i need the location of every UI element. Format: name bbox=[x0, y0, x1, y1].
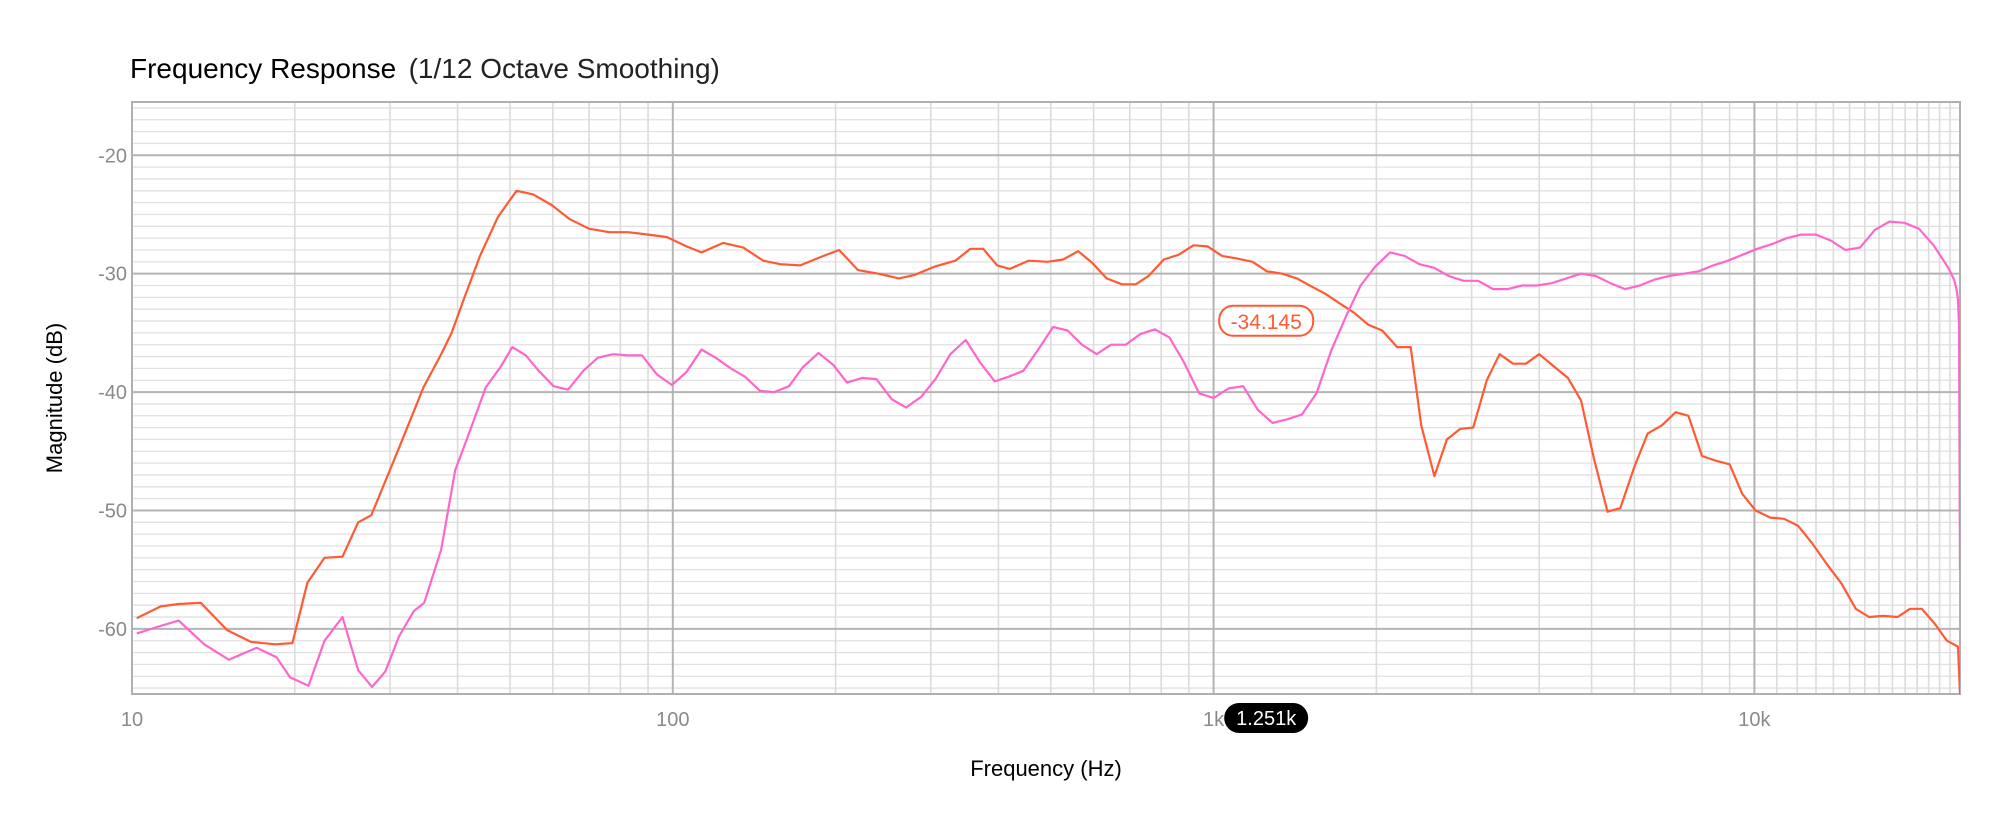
chart-title: Frequency Response bbox=[130, 53, 396, 84]
x-axis-label: Frequency (Hz) bbox=[970, 756, 1122, 781]
series-line bbox=[136, 220, 1960, 688]
series-line bbox=[136, 189, 1960, 694]
y-tick-label: -20 bbox=[98, 145, 127, 167]
x-tick-labels: 10 100 1k 10k bbox=[121, 709, 1772, 731]
cursor-value-tooltip bbox=[1218, 304, 1315, 337]
x-tick-label: 10k bbox=[1738, 709, 1771, 731]
cursor-frequency-label: 1.251k bbox=[1236, 708, 1297, 730]
y-tick-label: -40 bbox=[98, 382, 127, 404]
y-tick-label: -30 bbox=[98, 264, 127, 286]
chart-title-line: Frequency Response (1/12 Octave Smoothin… bbox=[130, 53, 720, 84]
x-tick-label: 1k bbox=[1203, 709, 1225, 731]
major-grid bbox=[131, 102, 1960, 694]
y-tick-label: -50 bbox=[98, 500, 127, 522]
y-tick-label: -60 bbox=[98, 619, 127, 641]
cursor-frequency-pill bbox=[1224, 703, 1309, 733]
x-tick-label: 10 bbox=[121, 709, 143, 731]
y-tick-labels: -20 -30 -40 -50 -60 bbox=[98, 145, 127, 641]
cursor-readout[interactable]: 1.251k -34.145 bbox=[1218, 304, 1315, 733]
y-axis-label: Magnitude (dB) bbox=[42, 323, 67, 473]
x-tick-label: 100 bbox=[656, 709, 689, 731]
series-lines bbox=[136, 189, 1960, 694]
cursor-value-label: -34.145 bbox=[1231, 311, 1302, 334]
minor-grid bbox=[132, 102, 1961, 694]
chart-subtitle: (1/12 Octave Smoothing) bbox=[409, 53, 720, 84]
